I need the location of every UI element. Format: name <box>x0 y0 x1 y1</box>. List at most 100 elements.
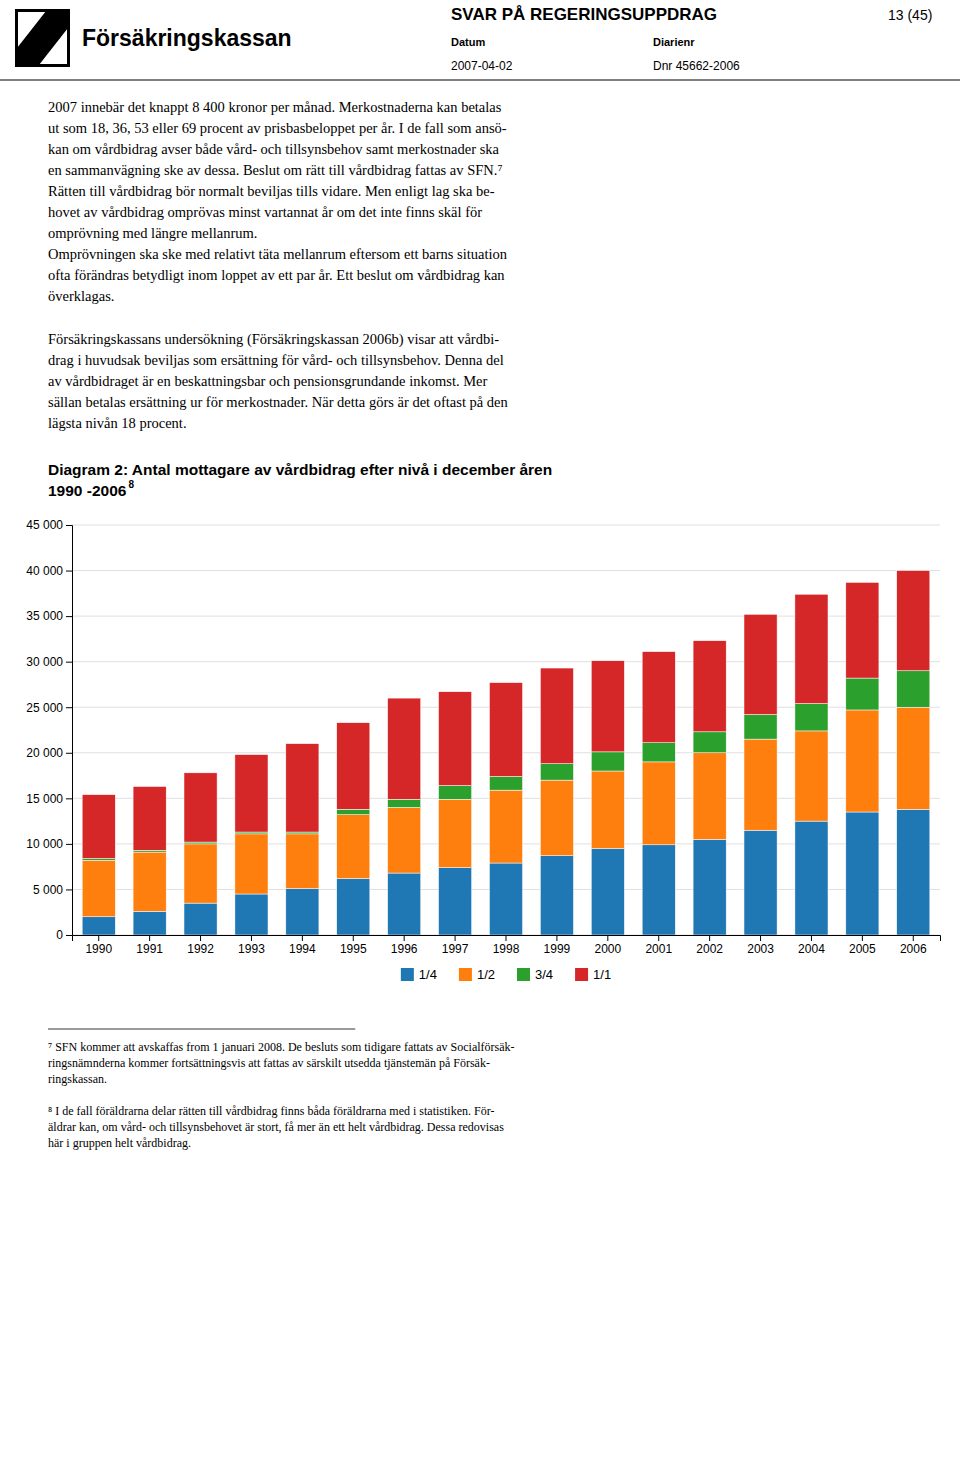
bar <box>388 698 421 799</box>
bar <box>133 911 166 935</box>
tick: 2002 <box>696 935 723 956</box>
footnotes: ⁷ SFN kommer att avskaffas from 1 januar… <box>48 1029 515 1150</box>
bar <box>133 852 166 911</box>
tick: 1995 <box>340 935 367 956</box>
tick-mark <box>760 935 761 941</box>
logo-text: Försäkringskassan <box>82 25 292 51</box>
bar <box>846 812 879 935</box>
bar <box>337 809 370 814</box>
tick: 40 000 <box>26 564 72 578</box>
tick: 10 000 <box>26 837 72 851</box>
tick-mark <box>66 707 72 708</box>
bar <box>744 830 777 935</box>
bar <box>591 771 624 848</box>
tick-mark <box>66 844 72 845</box>
header-value: 2007-04-02 <box>451 59 513 73</box>
tick-mark <box>200 935 201 941</box>
tick-mark <box>506 935 507 941</box>
tick-label: 45 000 <box>26 518 63 532</box>
bar <box>846 582 879 678</box>
y-axis: 05 00010 00015 00020 00025 00030 00035 0… <box>26 518 72 942</box>
tick: 1997 <box>442 935 469 956</box>
bar <box>388 807 421 873</box>
tick-mark <box>251 935 252 941</box>
body-line: ut som 18, 36, 53 eller 69 procent av pr… <box>48 120 507 136</box>
header-title: SVAR PÅ REGERINGSUPPDRAG <box>451 5 717 24</box>
bar <box>540 780 573 856</box>
body-text: 2007 innebär det knappt 8 400 kronor per… <box>48 99 509 431</box>
bar <box>388 799 421 807</box>
bar <box>744 715 777 740</box>
tick-label: 2003 <box>747 942 774 956</box>
tick: 0 <box>56 928 72 942</box>
legend-label: 3/4 <box>535 967 553 982</box>
body-line: lägsta nivån 18 procent. <box>48 415 187 431</box>
tick-mark <box>556 935 557 941</box>
bar <box>337 879 370 935</box>
logo-shape <box>40 29 67 64</box>
footnote-line: ⁷ SFN kommer att avskaffas from 1 januar… <box>48 1040 515 1054</box>
tick-mark <box>98 935 99 941</box>
tick-label: 1999 <box>544 942 571 956</box>
tick-label: 30 000 <box>26 655 63 669</box>
header-label: Datum <box>451 36 485 48</box>
tick-label: 25 000 <box>26 701 63 715</box>
tick-mark <box>66 753 72 754</box>
bar <box>184 842 217 844</box>
bar <box>439 868 472 935</box>
tick-label: 1997 <box>442 942 469 956</box>
tick-label: 15 000 <box>26 792 63 806</box>
header-page: 13 (45) <box>888 7 932 23</box>
legend-label: 1/4 <box>419 967 437 982</box>
bar <box>286 744 319 832</box>
body-line: Försäkringskassans undersökning (Försäkr… <box>48 331 499 348</box>
bar <box>133 786 166 850</box>
footnote-line: ringskassan. <box>48 1072 107 1086</box>
bar <box>795 821 828 935</box>
bar <box>693 641 726 732</box>
body-line: 2007 innebär det knappt 8 400 kronor per… <box>48 99 502 115</box>
grid-line <box>72 570 940 571</box>
tick-mark <box>404 935 405 941</box>
bar <box>693 753 726 840</box>
footnote-line: ringsnämnderna kommer fortsättningsvis a… <box>48 1056 490 1070</box>
tick-mark <box>302 935 303 941</box>
bar <box>337 723 370 810</box>
series <box>82 571 930 859</box>
tick-mark <box>353 935 354 941</box>
annotation: 8 <box>128 479 134 490</box>
bar <box>388 873 421 935</box>
bar <box>693 732 726 753</box>
tick-mark <box>66 889 72 890</box>
tick-mark <box>658 935 659 941</box>
bar <box>82 858 115 860</box>
legend-swatch <box>517 968 530 981</box>
tick-label: 2002 <box>696 942 723 956</box>
tick-label: 2005 <box>849 942 876 956</box>
bar <box>591 848 624 935</box>
bar <box>642 762 675 845</box>
bar <box>286 889 319 935</box>
tick: 15 000 <box>26 792 72 806</box>
tick: 1992 <box>187 935 214 956</box>
tick-mark <box>66 662 72 663</box>
bar <box>286 834 319 889</box>
bar <box>591 661 624 752</box>
body-line: av vårdbidraget är en beskattningsbar oc… <box>48 373 487 389</box>
bar <box>795 731 828 821</box>
footnote-rule <box>48 1029 355 1030</box>
x-axis: 1990199119921993199419951996199719981999… <box>73 935 941 956</box>
title: Diagram 2: Antal mottagare av vårdbidrag… <box>48 461 552 478</box>
chart-title: Diagram 2: Antal mottagare av vårdbidrag… <box>48 461 552 499</box>
bar <box>540 764 573 780</box>
bar <box>439 799 472 867</box>
tick-label: 40 000 <box>26 564 63 578</box>
footnote-line: här i gruppen helt vårdbidrag. <box>48 1136 191 1150</box>
tick: 1990 <box>85 935 112 956</box>
divider <box>0 79 960 80</box>
bar <box>235 834 268 894</box>
bar <box>286 832 319 834</box>
body-line: omprövning med längre mellanrum. <box>48 225 257 241</box>
tick-label: 5 000 <box>33 883 63 897</box>
tick-mark <box>709 935 710 941</box>
